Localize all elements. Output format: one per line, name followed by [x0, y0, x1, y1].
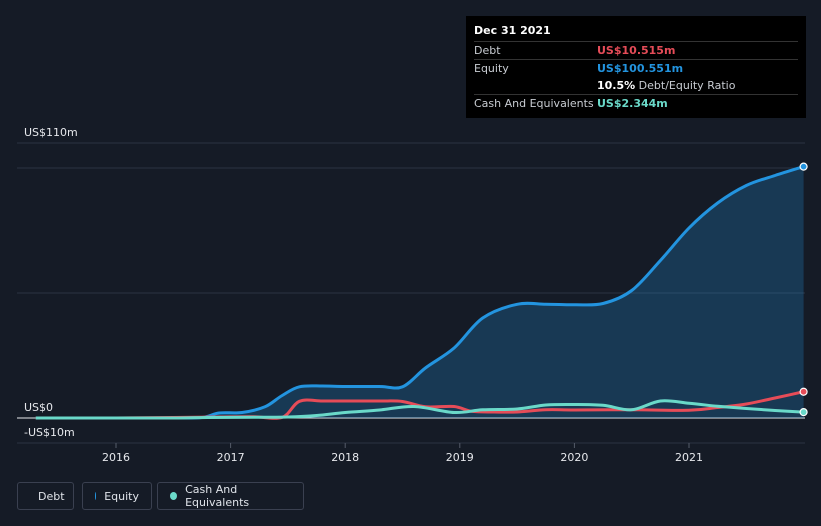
- x-tick-label: 2021: [675, 451, 703, 464]
- legend-equity-label: Equity: [104, 489, 139, 503]
- tooltip-date: Dec 31 2021: [474, 24, 551, 37]
- x-tick-label: 2016: [102, 451, 130, 464]
- legend-item-cash[interactable]: Cash And Equivalents: [157, 482, 304, 510]
- equity-endpoint: [799, 162, 808, 171]
- axis-ticks: US$110m US$0 -US$10m 2016 2017 2018 2019 2020 20…: [24, 126, 703, 464]
- tooltip-debt-value: US$10.515m: [597, 44, 676, 57]
- x-tick-label: 2017: [217, 451, 245, 464]
- tooltip-row-ratio: 10.5% Debt/Equity Ratio: [474, 77, 798, 94]
- cash-legend-dot: [170, 492, 178, 500]
- y-tick-label: -US$10m: [24, 426, 75, 439]
- y-tick-label: US$110m: [24, 126, 78, 139]
- tooltip-cash-value: US$2.344m: [597, 97, 668, 110]
- tooltip-ratio-label: Debt/Equity Ratio: [638, 79, 736, 92]
- cash-line: [35, 399, 804, 420]
- cash-endpoint: [799, 408, 808, 417]
- series-endpoints: [799, 162, 808, 417]
- legend-item-debt[interactable]: Debt: [17, 482, 74, 510]
- legend-item-equity[interactable]: Equity: [82, 482, 152, 510]
- tooltip-equity-value: US$100.551m: [597, 62, 684, 75]
- tooltip-row-cash: Cash And Equivalents US$2.344m: [474, 94, 798, 112]
- equity-area: [35, 166, 804, 419]
- y-tick-label: US$0: [24, 401, 53, 414]
- tooltip-row-equity: Equity US$100.551m: [474, 59, 798, 77]
- equity-line: [35, 165, 805, 420]
- tooltip-ratio-value: 10.5%: [597, 79, 636, 92]
- x-tick-label: 2018: [331, 451, 359, 464]
- tooltip-equity-label: Equity: [474, 62, 509, 75]
- legend-debt-label: Debt: [38, 489, 65, 503]
- debt-endpoint: [799, 387, 808, 396]
- tooltip-row-debt: Debt US$10.515m: [474, 41, 798, 59]
- tooltip-debt-label: Debt: [474, 44, 501, 57]
- tooltip-ratio: 10.5% Debt/Equity Ratio: [597, 79, 735, 92]
- equity-legend-dot: [95, 492, 97, 500]
- x-tick-label: 2019: [446, 451, 474, 464]
- legend-cash-label: Cash And Equivalents: [185, 483, 250, 509]
- tooltip-cash-label: Cash And Equivalents: [474, 97, 594, 110]
- x-tick-label: 2020: [560, 451, 588, 464]
- series-lines: [35, 165, 805, 420]
- tooltip-panel: Dec 31 2021 Debt US$10.515m Equity US$10…: [466, 16, 806, 118]
